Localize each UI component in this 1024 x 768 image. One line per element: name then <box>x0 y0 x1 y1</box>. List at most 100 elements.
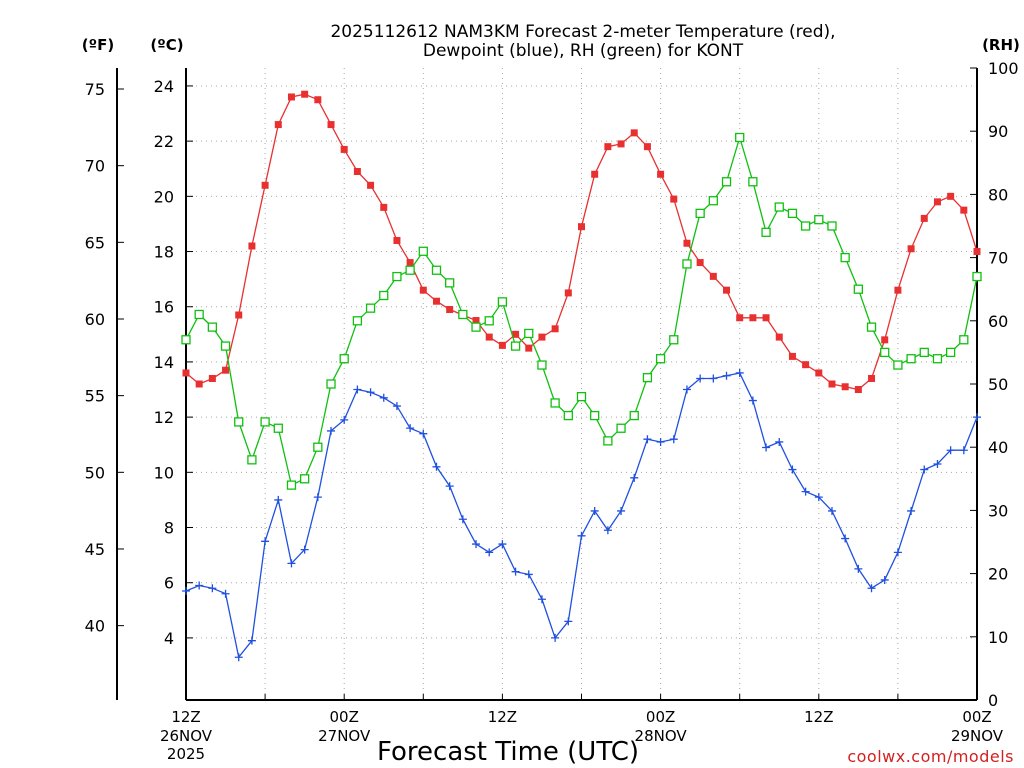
dewpoint-point <box>432 462 441 471</box>
rh-point <box>260 417 270 427</box>
celsius-tick-label: 18 <box>154 243 174 262</box>
rh-point <box>761 227 771 237</box>
rh-point <box>708 196 718 206</box>
gridlines <box>186 68 977 700</box>
fahrenheit-tick-label: 60 <box>85 310 105 329</box>
dewpoint-point <box>551 633 560 642</box>
rh-point <box>194 309 204 320</box>
rh-point <box>827 221 837 231</box>
2-meter-temperature-point <box>920 214 928 222</box>
dewpoint-point <box>735 368 744 377</box>
rh-point <box>919 347 929 358</box>
2-meter-temperature-point <box>683 239 691 247</box>
rh-point <box>458 309 468 320</box>
date-label: 29NOV <box>951 727 1004 745</box>
dewpoint-point <box>419 429 428 438</box>
2-meter-temperature-point <box>340 145 348 153</box>
rh-point <box>484 316 494 326</box>
2-meter-temperature-point <box>393 236 401 244</box>
dewpoint-point <box>392 402 401 411</box>
2-meter-temperature-point <box>657 170 665 178</box>
dewpoint-point <box>274 495 283 504</box>
2-meter-temperature-point <box>248 242 256 250</box>
2-meter-temperature-point <box>907 245 915 253</box>
rh-point <box>669 335 679 345</box>
rh-tick-label: 70 <box>988 249 1008 268</box>
rh-point <box>748 177 758 187</box>
year-label: 2025 <box>167 745 205 763</box>
rh-point <box>932 354 943 364</box>
date-label: 27NOV <box>318 727 371 745</box>
dewpoint-point <box>682 385 691 394</box>
rh-point <box>655 354 666 364</box>
dewpoint-point <box>603 526 612 535</box>
2-meter-temperature-point <box>432 297 440 305</box>
2-meter-temperature-point <box>551 325 559 333</box>
rh-point <box>695 208 705 219</box>
time-label: 00Z <box>330 708 359 726</box>
2-meter-temperature-point <box>643 143 651 151</box>
rh-point <box>431 265 442 275</box>
rh-tick-label: 60 <box>988 312 1008 331</box>
rh-point <box>906 354 916 364</box>
rh-point <box>642 373 653 383</box>
dewpoint-point <box>564 617 573 626</box>
dewpoint-point <box>590 506 599 515</box>
rh-point <box>326 379 336 389</box>
rh-point <box>682 259 692 269</box>
rh-tick-label: 50 <box>988 375 1008 394</box>
2-meter-temperature-point <box>274 121 282 129</box>
rh-point <box>576 391 587 402</box>
dewpoint-point <box>946 446 955 455</box>
dewpoint-line <box>185 372 978 659</box>
dewpoint-point <box>907 506 916 515</box>
rh-point <box>471 322 481 332</box>
dewpoint-point <box>472 540 481 549</box>
rh-point <box>445 278 455 288</box>
celsius-tick-label: 16 <box>154 298 174 317</box>
rh-tick-label: 20 <box>988 565 1008 584</box>
rh-point <box>286 480 297 490</box>
2-meter-temperature-point <box>775 333 783 341</box>
dewpoint-point <box>656 437 665 446</box>
dewpoint-point <box>445 482 454 491</box>
rh-point <box>181 335 191 345</box>
dewpoint-point <box>353 385 362 394</box>
2-meter-temperature-point <box>709 272 717 280</box>
rh-point <box>273 423 283 433</box>
dewpoint-point <box>854 564 863 573</box>
dewpoint-point <box>208 584 217 593</box>
2-meter-temperature-point <box>881 336 889 344</box>
celsius-tick-label: 10 <box>154 463 174 482</box>
fahrenheit-tick-label: 55 <box>85 387 105 406</box>
celsius-tick-label: 14 <box>154 353 174 372</box>
2-meter-temperature-point <box>868 374 876 382</box>
rh-point <box>537 360 547 370</box>
rh-point <box>616 423 626 433</box>
2-meter-temperature-point <box>749 314 757 322</box>
rh-tick-label: 80 <box>988 185 1008 204</box>
dewpoint-point <box>485 548 494 557</box>
dewpoint-point <box>617 506 626 515</box>
dewpoint-point <box>247 636 256 645</box>
dewpoint-point <box>379 393 388 402</box>
2-meter-temperature-point <box>762 314 770 322</box>
fahrenheit-tick-label: 65 <box>85 233 105 252</box>
2-meter-temperature-series <box>182 90 981 394</box>
tick-labels: 2422201816141210864757065605550454010090… <box>85 59 1019 710</box>
rh-point <box>220 341 231 351</box>
rh-point <box>313 442 323 452</box>
dewpoint-point <box>669 435 678 444</box>
2-meter-temperature-point <box>235 311 243 319</box>
fahrenheit-tick-label: 40 <box>85 617 105 636</box>
dewpoint-point <box>498 540 507 549</box>
date-label: 28NOV <box>635 727 688 745</box>
rh-point <box>945 347 956 358</box>
2-meter-temperature-point <box>182 369 190 377</box>
dewpoint-point <box>261 537 270 546</box>
rh-point <box>787 208 798 219</box>
dewpoint-point <box>234 653 243 662</box>
2-meter-temperature-point <box>947 192 955 200</box>
dewpoint-point <box>722 371 731 380</box>
